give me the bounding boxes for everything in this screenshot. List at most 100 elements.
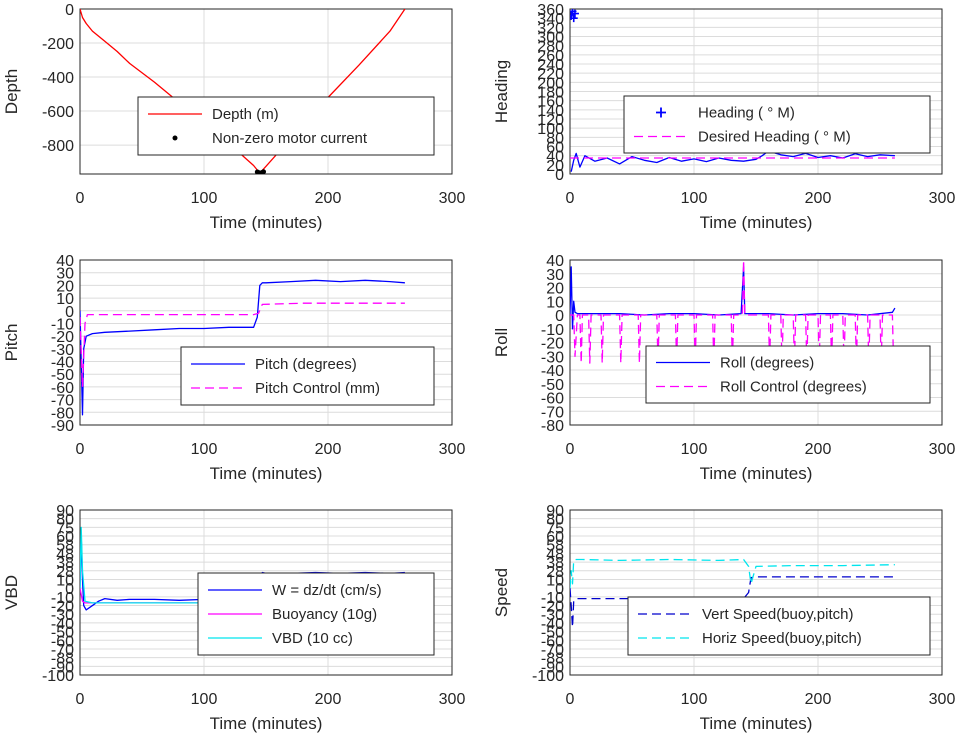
y-tick-label: 75 <box>56 520 74 537</box>
x-axis-label: Time (minutes) <box>700 213 813 232</box>
data-point <box>261 169 267 174</box>
y-tick-label: -80 <box>51 405 74 422</box>
chart-pitch: 0 100 200 300403020100-10-20-30-40-50-60-70… <box>2 253 465 483</box>
x-tick-label: 100 <box>191 190 218 207</box>
y-tick-label: 30 <box>56 266 74 283</box>
legend-label: Depth (m) <box>212 106 279 123</box>
legend-label: Roll (degrees) <box>720 355 814 372</box>
legend-label: Non-zero motor current <box>212 130 368 147</box>
y-tick-label: -50 <box>541 625 564 642</box>
y-tick-label: -40 <box>541 363 564 380</box>
y-tick-label: -60 <box>541 633 564 650</box>
legend-label: Horiz Speed(buoy,pitch) <box>702 630 862 647</box>
y-tick-label: -50 <box>541 377 564 394</box>
y-tick-label: 80 <box>546 130 564 147</box>
y-tick-label: -30 <box>51 342 74 359</box>
x-tick-label: 200 <box>315 190 342 207</box>
y-tick-label: -90 <box>51 659 74 676</box>
y-tick-label: -10 <box>541 322 564 339</box>
y-tick-label: 0 <box>555 308 564 325</box>
y-tick-label: -20 <box>541 599 564 616</box>
y-tick-label: 180 <box>537 85 564 102</box>
y-tick-label: 10 <box>56 291 74 308</box>
y-tick-label: 90 <box>56 503 74 520</box>
y-tick-label: 30 <box>546 267 564 284</box>
y-tick-label: -60 <box>51 633 74 650</box>
x-axis-label: Time (minutes) <box>210 714 323 733</box>
x-tick-label: 100 <box>681 691 708 708</box>
y-axis-label: Roll <box>492 328 511 357</box>
y-tick-label: -800 <box>42 138 74 155</box>
y-tick-label: 0 <box>65 304 74 321</box>
y-tick-label: 280 <box>537 39 564 56</box>
y-tick-label: -600 <box>42 104 74 121</box>
y-tick-label: 220 <box>537 66 564 83</box>
y-tick-label: -70 <box>541 642 564 659</box>
y-tick-label: -60 <box>541 391 564 408</box>
y-tick-label: 160 <box>537 94 564 111</box>
legend-label: Pitch (degrees) <box>255 356 357 373</box>
y-tick-label: 48 <box>546 546 564 563</box>
legend-swatch <box>172 135 178 141</box>
y-tick-label: -20 <box>51 599 74 616</box>
legend: Pitch (degrees) Pitch Control (mm) <box>180 346 435 406</box>
legend-label: VBD (10 cc) <box>272 630 353 647</box>
y-tick-label: 40 <box>546 149 564 166</box>
y-tick-label: -30 <box>541 349 564 366</box>
y-tick-label: -10 <box>51 590 74 607</box>
y-tick-label: 340 <box>537 11 564 28</box>
series-group <box>570 260 896 364</box>
x-tick-label: 0 <box>76 441 85 458</box>
x-tick-label: 200 <box>315 441 342 458</box>
legend-swatch <box>656 107 666 118</box>
x-tick-label: 200 <box>805 441 832 458</box>
y-axis-label: VBD <box>2 575 21 610</box>
x-tick-label: 300 <box>439 441 466 458</box>
axes-frame <box>569 8 943 175</box>
y-tick-label: -100 <box>42 668 74 685</box>
y-tick-label: -200 <box>42 36 74 53</box>
series-line-1 <box>80 302 405 388</box>
y-tick-label: 10 <box>546 572 564 589</box>
y-tick-label: -10 <box>51 316 74 333</box>
legend: W = dz/dt (cm/s) Buoyancy (10g) VBD (10 cc… <box>197 572 435 656</box>
y-axis-label: Pitch <box>2 324 21 362</box>
y-tick-label: -10 <box>541 590 564 607</box>
legend-label: W = dz/dt (cm/s) <box>272 582 382 599</box>
y-tick-label: 0 <box>65 2 74 19</box>
y-tick-label: 58 <box>546 538 564 555</box>
y-tick-label: 0 <box>65 581 74 598</box>
x-tick-label: 300 <box>929 691 956 708</box>
series-line-1 <box>570 558 895 589</box>
y-tick-label: 75 <box>546 520 564 537</box>
y-tick-label: 10 <box>56 572 74 589</box>
y-tick-label: -80 <box>541 418 564 435</box>
y-tick-label: -70 <box>51 393 74 410</box>
legend-label: Roll Control (degrees) <box>720 379 867 396</box>
x-tick-label: 100 <box>191 441 218 458</box>
y-tick-label: 48 <box>56 546 74 563</box>
y-tick-label: -40 <box>541 616 564 633</box>
legend-label: Pitch Control (mm) <box>255 380 380 397</box>
y-axis-label: Speed <box>492 568 511 617</box>
x-tick-label: 300 <box>439 691 466 708</box>
x-tick-label: 200 <box>315 691 342 708</box>
chart-roll: 0 100 200 300403020100-10-20-30-40-50-60-70… <box>492 253 955 483</box>
legend-box <box>180 346 435 406</box>
axes-frame <box>569 259 943 426</box>
x-tick-label: 200 <box>805 691 832 708</box>
y-tick-label: 38 <box>546 555 564 572</box>
x-tick-label: 100 <box>681 441 708 458</box>
y-tick-label: 90 <box>546 503 564 520</box>
y-tick-label: 100 <box>537 121 564 138</box>
y-tick-label: 28 <box>546 564 564 581</box>
x-tick-label: 100 <box>191 691 218 708</box>
axes-frame <box>79 509 453 676</box>
y-tick-label: -30 <box>541 607 564 624</box>
y-tick-label: 60 <box>546 140 564 157</box>
y-tick-label: -70 <box>51 642 74 659</box>
y-tick-label: -60 <box>51 380 74 397</box>
chart-speed: 0 100 200 3009080756058483828100-10-20-30-4… <box>492 503 955 733</box>
x-axis-label: Time (minutes) <box>700 464 813 483</box>
